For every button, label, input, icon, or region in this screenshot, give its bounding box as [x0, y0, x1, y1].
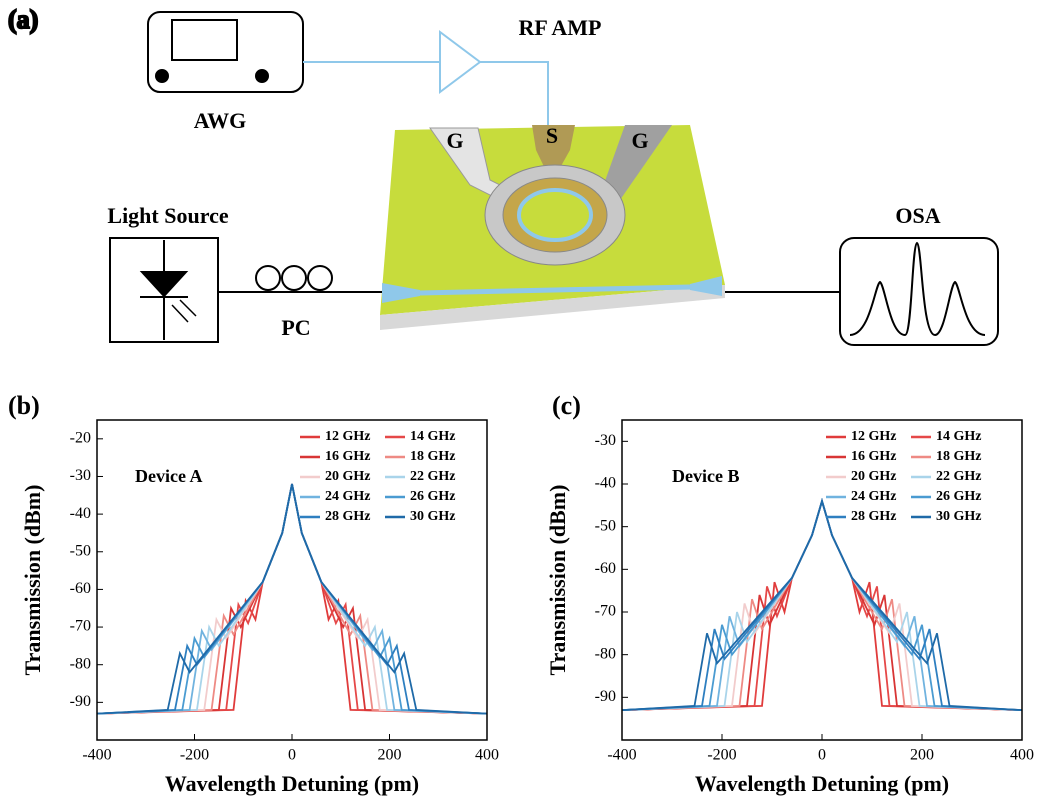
ring: [519, 190, 591, 240]
awg-knob: [256, 70, 268, 82]
rf-amp: [440, 32, 480, 92]
series-line: [622, 501, 1022, 710]
y-tick-label: -70: [595, 603, 616, 620]
series-line: [622, 501, 1022, 710]
label: PC: [281, 315, 310, 340]
label: G: [446, 128, 463, 153]
annotation: Device B: [672, 466, 739, 486]
emission-arrow: [172, 305, 188, 322]
legend-label: 14 GHz: [410, 429, 456, 444]
x-axis-label: Wavelength Detuning (pm): [165, 771, 419, 796]
x-tick-label: 200: [910, 747, 934, 764]
series-line: [622, 501, 1022, 710]
y-tick-label: -30: [595, 432, 616, 449]
legend-label: 12 GHz: [851, 429, 897, 444]
osa-trace: [850, 243, 985, 335]
label: RF AMP: [519, 15, 602, 40]
y-tick-label: -80: [70, 655, 91, 672]
legend-label: 22 GHz: [936, 469, 982, 484]
y-tick-label: -60: [70, 580, 91, 597]
pc-loop: [308, 266, 332, 290]
x-tick-label: 400: [475, 747, 499, 764]
y-tick-label: -90: [595, 688, 616, 705]
x-tick-label: 0: [818, 747, 826, 764]
series-line: [622, 501, 1022, 710]
pc-loop: [282, 266, 306, 290]
annotation: Device A: [135, 466, 202, 486]
y-tick-label: -90: [70, 693, 91, 710]
y-tick-label: -50: [595, 517, 616, 534]
x-axis-label: Wavelength Detuning (pm): [695, 771, 949, 796]
y-tick-label: -50: [70, 542, 91, 559]
legend-label: 18 GHz: [410, 449, 456, 464]
series-line: [622, 501, 1022, 710]
x-tick-label: -200: [180, 747, 209, 764]
label: AWG: [194, 108, 247, 133]
series-line: [622, 501, 1022, 710]
rf-cable: [480, 62, 548, 128]
y-tick-label: -40: [70, 505, 91, 522]
panel-label: (b): [8, 391, 40, 420]
pc-loop: [256, 266, 280, 290]
label: Light Source: [107, 203, 228, 228]
label: S: [546, 123, 558, 148]
series-line: [622, 501, 1022, 710]
label: OSA: [895, 203, 940, 228]
legend-label: 30 GHz: [410, 509, 456, 524]
legend-label: 26 GHz: [410, 489, 456, 504]
awg-knob: [156, 70, 168, 82]
y-tick-label: -40: [595, 475, 616, 492]
series-line: [622, 501, 1022, 710]
legend-label: 20 GHz: [325, 469, 371, 484]
legend-label: 20 GHz: [851, 469, 897, 484]
legend-label: 30 GHz: [936, 509, 982, 524]
label: G: [631, 128, 648, 153]
legend-label: 16 GHz: [851, 449, 897, 464]
panel-label: (c): [552, 391, 581, 420]
x-tick-label: 400: [1010, 747, 1034, 764]
legend-label: 24 GHz: [851, 489, 897, 504]
x-tick-label: -400: [82, 747, 111, 764]
y-axis-label: Transmission (dBm): [20, 485, 45, 676]
legend-label: 14 GHz: [936, 429, 982, 444]
x-tick-label: -200: [707, 747, 736, 764]
diagram: (a) AWG RF AMP G: [8, 5, 998, 345]
y-axis-label: Transmission (dBm): [545, 485, 570, 676]
x-tick-label: -400: [607, 747, 636, 764]
legend-label: 28 GHz: [325, 509, 371, 524]
figure: (a) AWG RF AMP G: [0, 0, 1044, 806]
panel-label: (a): [8, 5, 38, 34]
x-tick-label: 0: [288, 747, 296, 764]
legend-label: 12 GHz: [325, 429, 371, 444]
plot-lines: [622, 501, 1022, 710]
emission-arrow: [180, 300, 196, 316]
x-tick-label: 200: [378, 747, 402, 764]
y-tick-label: -80: [595, 645, 616, 662]
legend-label: 26 GHz: [936, 489, 982, 504]
y-tick-label: -30: [70, 467, 91, 484]
legend-label: 16 GHz: [325, 449, 371, 464]
series-line: [622, 501, 1022, 710]
y-tick-label: -20: [70, 429, 91, 446]
legend-label: 18 GHz: [936, 449, 982, 464]
series-line: [622, 501, 1022, 710]
y-tick-label: -60: [595, 560, 616, 577]
y-tick-label: -70: [70, 618, 91, 635]
awg-screen: [172, 20, 237, 60]
legend-label: 28 GHz: [851, 509, 897, 524]
legend-label: 22 GHz: [410, 469, 456, 484]
legend-label: 24 GHz: [325, 489, 371, 504]
